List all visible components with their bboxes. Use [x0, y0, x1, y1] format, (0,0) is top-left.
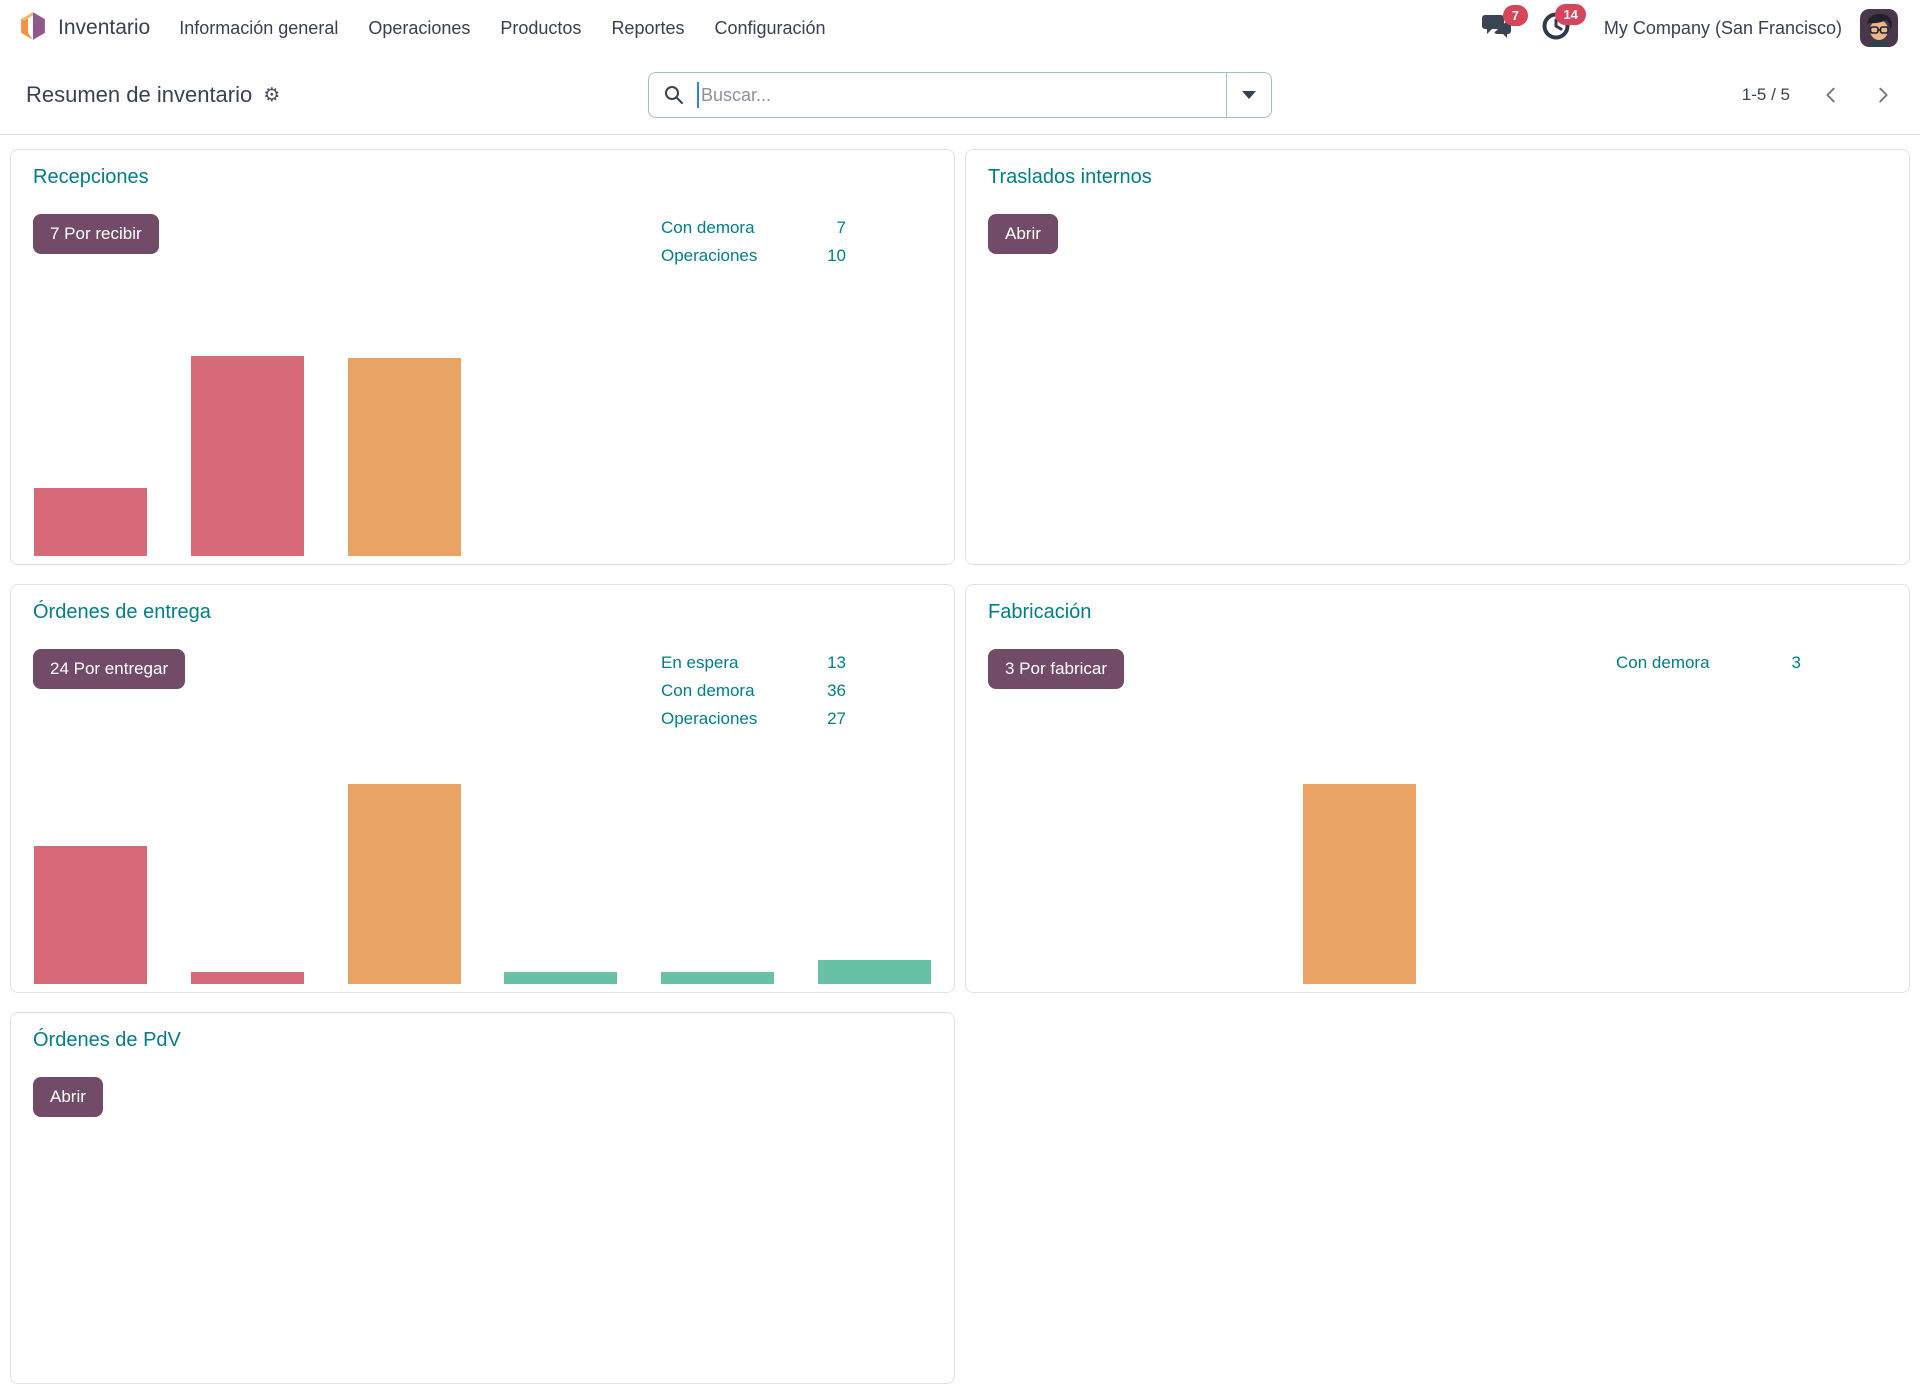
stat-label[interactable]: Operaciones [661, 246, 758, 265]
card-action-button[interactable]: Abrir [33, 1077, 103, 1117]
app-switcher[interactable]: Inventario [18, 11, 150, 46]
stat-label[interactable]: Con demora [661, 218, 755, 237]
card-bar-chart [12, 356, 953, 556]
pager-next-button[interactable] [1872, 84, 1894, 106]
stat-row: En espera 13 [661, 649, 846, 677]
stat-label[interactable]: Operaciones [661, 709, 758, 728]
inventory-overview-grid: Recepciones 7 Por recibir Con demora 7 O… [10, 149, 1910, 1384]
dashboard-card: Órdenes de entrega 24 Por entregar En es… [10, 584, 955, 993]
main-menu: Información general Operaciones Producto… [164, 10, 840, 47]
nav-menu-item[interactable]: Configuración [714, 17, 826, 38]
chat-bubbles-icon [1481, 13, 1512, 44]
user-avatar[interactable] [1860, 9, 1898, 47]
control-panel: Resumen de inventario ⚙ 1-5 / 5 [0, 56, 1920, 135]
card-stats: Con demora 7 Operaciones 10 [661, 214, 846, 270]
card-title-link[interactable]: Órdenes de entrega [33, 601, 211, 623]
company-switcher[interactable]: My Company (San Francisco) [1603, 17, 1842, 38]
chart-bar[interactable] [33, 846, 147, 984]
activities-button[interactable]: 14 [1542, 3, 1586, 45]
stat-row: Operaciones 10 [661, 242, 846, 270]
dashboard-card: Órdenes de PdV Abrir [10, 1012, 955, 1384]
pager: 1-5 / 5 [1742, 84, 1894, 106]
text-cursor [697, 82, 699, 108]
stat-row: Con demora 7 [661, 214, 846, 242]
activities-badge: 14 [1555, 3, 1586, 25]
card-title-link[interactable]: Órdenes de PdV [33, 1029, 181, 1051]
chart-bar[interactable] [190, 972, 304, 984]
stat-value[interactable]: 3 [1791, 653, 1801, 672]
stat-value[interactable]: 10 [827, 246, 846, 265]
search-options-toggle[interactable] [1226, 73, 1271, 117]
dashboard-card: Recepciones 7 Por recibir Con demora 7 O… [10, 149, 955, 565]
card-action-button[interactable]: 24 Por entregar [33, 649, 186, 689]
card-title-link[interactable]: Fabricación [988, 601, 1092, 623]
chart-bar[interactable] [661, 972, 775, 984]
page-title-text: Resumen de inventario [26, 82, 253, 107]
chart-bar[interactable] [190, 356, 304, 556]
top-navbar: Inventario Información general Operacion… [0, 0, 1920, 56]
navbar-systray: 7 14 My Company (San Francisco) [1452, 3, 1898, 47]
dashboard-card: Fabricación 3 Por fabricar Con demora 3 [965, 584, 1910, 993]
nav-menu-item[interactable]: Reportes [611, 17, 685, 38]
gear-icon[interactable]: ⚙ [263, 84, 281, 106]
chart-bar[interactable] [33, 488, 147, 556]
nav-menu-item[interactable]: Productos [500, 17, 582, 38]
card-action-button[interactable]: 7 Por recibir [33, 214, 159, 254]
chart-bar[interactable] [818, 960, 932, 984]
stat-label[interactable]: Con demora [1616, 653, 1710, 672]
pager-previous-button[interactable] [1820, 84, 1842, 106]
inventory-app-icon [18, 11, 48, 46]
chart-bar[interactable] [347, 358, 461, 556]
dashboard-card: Traslados internos Abrir [965, 149, 1910, 565]
card-bar-chart [967, 356, 1908, 556]
chart-bar[interactable] [1302, 784, 1416, 984]
search-input-area[interactable] [649, 73, 1226, 117]
chart-bar[interactable] [347, 784, 461, 984]
stat-label[interactable]: En espera [661, 653, 739, 672]
stat-row: Con demora 3 [1616, 649, 1801, 677]
search-input[interactable] [699, 84, 1226, 106]
chart-bar[interactable] [504, 972, 618, 984]
stat-value[interactable]: 36 [827, 681, 846, 700]
stat-row: Con demora 36 [661, 677, 846, 705]
card-stats: En espera 13 Con demora 36 Operaciones 2… [661, 649, 846, 733]
card-stats: Con demora 3 [1616, 649, 1801, 677]
stat-row: Operaciones 27 [661, 705, 846, 733]
card-title-link[interactable]: Traslados internos [988, 166, 1152, 188]
chevron-down-icon [1242, 91, 1256, 99]
stat-value[interactable]: 27 [827, 709, 846, 728]
stat-label[interactable]: Con demora [661, 681, 755, 700]
search-icon [663, 84, 685, 106]
pager-range[interactable]: 1-5 / 5 [1741, 85, 1790, 104]
nav-menu-item[interactable]: Información general [179, 17, 339, 38]
card-title-link[interactable]: Recepciones [33, 166, 149, 188]
stat-value[interactable]: 7 [836, 218, 846, 237]
stat-value[interactable]: 13 [827, 653, 846, 672]
card-bar-chart [12, 784, 953, 984]
page-title: Resumen de inventario ⚙ [26, 82, 280, 108]
messages-badge: 7 [1502, 4, 1528, 26]
messages-button[interactable]: 7 [1481, 4, 1528, 44]
card-bar-chart [967, 784, 1908, 984]
app-name: Inventario [58, 16, 151, 39]
card-action-button[interactable]: Abrir [988, 214, 1058, 254]
nav-menu-item[interactable]: Operaciones [368, 17, 471, 38]
card-action-button[interactable]: 3 Por fabricar [988, 649, 1125, 689]
search-bar [648, 72, 1272, 118]
card-bar-chart [12, 1175, 953, 1375]
